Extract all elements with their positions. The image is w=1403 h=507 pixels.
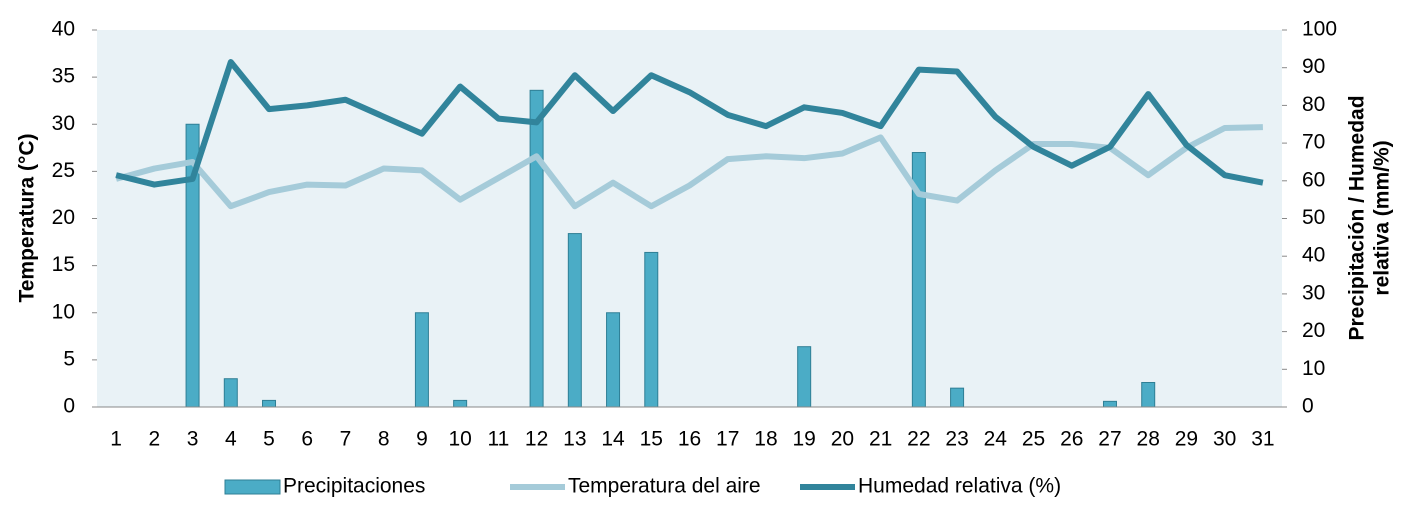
x-tick-label: 28 (1137, 428, 1160, 451)
bar (529, 89, 544, 408)
y-tick-label: 35 (52, 65, 75, 88)
x-tick-label: 25 (1022, 428, 1045, 451)
y2-tick-label: 90 (1302, 55, 1325, 78)
y2-tick-label: 40 (1302, 244, 1325, 267)
x-tick-label: 17 (716, 428, 739, 451)
legend-swatch (224, 479, 281, 495)
legend-label: Temperatura del aire (568, 475, 761, 498)
y-tick-label: 0 (63, 395, 75, 418)
y-axis-label: Temperatura (°C) (16, 133, 39, 302)
y2-axis-label: Precipitación / Humedad (1346, 95, 1369, 340)
bar (644, 251, 659, 408)
x-tick-label: 13 (563, 428, 586, 451)
x-tick-label: 12 (525, 428, 548, 451)
x-tick-label: 29 (1175, 428, 1198, 451)
bar (223, 378, 238, 408)
plot-area (97, 30, 1282, 407)
y-tick-label: 5 (63, 347, 75, 370)
x-tick-label: 16 (678, 428, 701, 451)
bar (1102, 400, 1117, 408)
y2-tick-label: 20 (1302, 319, 1325, 342)
y2-tick-label: 30 (1302, 281, 1325, 304)
bar (797, 346, 812, 408)
x-tick-label: 22 (907, 428, 930, 451)
y-tick-label: 25 (52, 159, 75, 182)
y2-axis-label: relativa (mm/%) (1371, 140, 1394, 295)
y2-tick-label: 100 (1302, 18, 1337, 41)
x-tick-label: 8 (378, 428, 390, 451)
bar (414, 312, 429, 408)
x-tick-label: 1 (110, 428, 122, 451)
bar (606, 312, 621, 408)
x-tick-label: 23 (945, 428, 968, 451)
x-tick-label: 11 (487, 428, 509, 451)
legend-label: Humedad relativa (%) (858, 475, 1061, 498)
x-tick-label: 27 (1098, 428, 1121, 451)
y-tick-label: 15 (52, 253, 75, 276)
line (115, 59, 1264, 188)
x-tick-label: 15 (640, 428, 663, 451)
x-tick-label: 26 (1060, 428, 1083, 451)
x-tick-label: 4 (225, 428, 237, 451)
y-tick-label: 30 (52, 112, 75, 135)
x-tick-label: 5 (263, 428, 275, 451)
y2-tick-label: 50 (1302, 206, 1325, 229)
y2-tick-label: 70 (1302, 131, 1325, 154)
y-tick-label: 20 (52, 206, 75, 229)
x-tick-label: 20 (831, 428, 854, 451)
x-tick-label: 18 (754, 428, 777, 451)
x-tick-label: 31 (1251, 428, 1274, 451)
y-tick-label: 10 (52, 300, 75, 323)
bar (1141, 381, 1156, 408)
x-tick-label: 24 (984, 428, 1008, 451)
x-tick-label: 19 (792, 428, 815, 451)
x-tick-label: 3 (187, 428, 199, 451)
y2-tick-label: 0 (1302, 395, 1314, 418)
y-tick-label: 40 (52, 18, 75, 41)
x-tick-label: 10 (448, 428, 471, 451)
x-tick-label: 7 (340, 428, 352, 451)
legend-label: Precipitaciones (283, 475, 425, 498)
y2-tick-label: 80 (1302, 93, 1325, 116)
bar (950, 387, 965, 408)
y2-tick-label: 10 (1302, 357, 1325, 380)
x-tick-label: 9 (416, 428, 428, 451)
x-tick-label: 30 (1213, 428, 1236, 451)
x-tick-label: 14 (601, 428, 625, 451)
x-tick-label: 6 (301, 428, 313, 451)
bar (262, 399, 277, 408)
line (115, 124, 1263, 210)
y2-tick-label: 60 (1302, 168, 1325, 191)
bar (567, 233, 582, 408)
x-tick-label: 21 (869, 428, 892, 451)
bar (453, 399, 468, 408)
x-tick-label: 2 (148, 428, 160, 451)
